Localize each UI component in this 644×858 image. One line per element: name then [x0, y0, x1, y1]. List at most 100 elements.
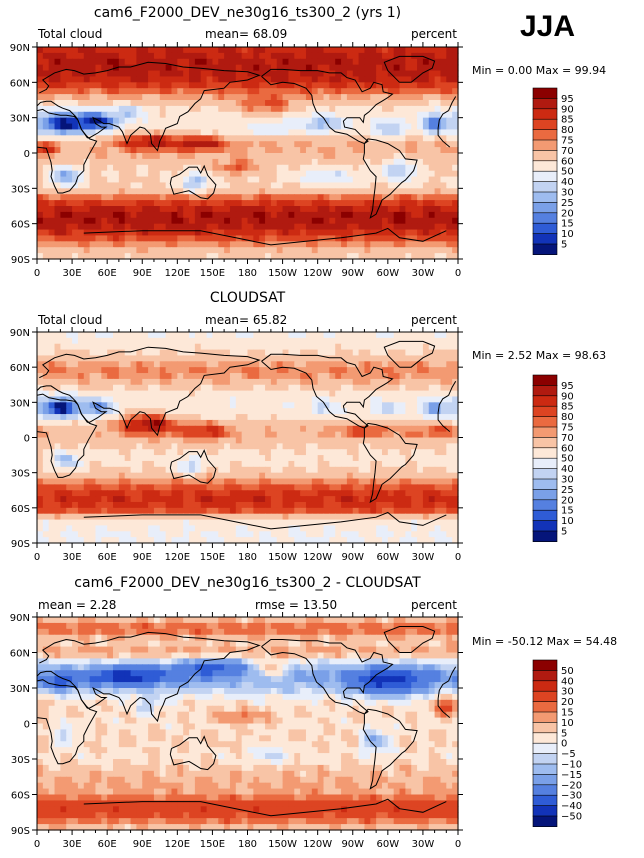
heatmap-cell	[37, 419, 44, 427]
heatmap-cell	[60, 343, 67, 351]
heatmap-cell	[288, 64, 295, 72]
heatmap-cell	[224, 437, 231, 444]
heatmap-cell	[393, 472, 401, 480]
heatmap-cell	[434, 472, 442, 480]
heatmap-cell	[189, 182, 196, 189]
heatmap-cell	[159, 47, 167, 54]
heatmap-cell	[218, 70, 225, 78]
heatmap-cell	[329, 501, 336, 509]
heatmap-cell	[364, 70, 371, 78]
heatmap-cell	[37, 182, 44, 189]
heatmap-cell	[428, 355, 436, 362]
heatmap-cell	[48, 129, 56, 136]
heatmap-cell	[42, 443, 50, 450]
heatmap-cell	[229, 384, 237, 392]
heatmap-cell	[235, 76, 243, 83]
heatmap-cell	[393, 378, 401, 386]
heatmap-cell	[446, 217, 453, 225]
heatmap-cell	[346, 437, 354, 444]
heatmap-cell	[358, 153, 366, 160]
heatmap-cell	[417, 402, 424, 409]
heatmap-cell	[452, 153, 459, 160]
heatmap-cell	[381, 88, 389, 95]
heatmap-cell	[270, 349, 278, 357]
heatmap-cell	[241, 349, 249, 357]
heatmap-cell	[60, 390, 67, 398]
heatmap-cell	[113, 70, 120, 78]
heatmap-cell	[352, 217, 360, 225]
heatmap-cell	[282, 337, 290, 345]
heatmap-cell	[428, 164, 436, 172]
heatmap-cell	[364, 164, 371, 172]
heatmap-cell	[95, 94, 102, 101]
heatmap-cell	[335, 507, 342, 515]
heatmap-cell	[101, 117, 108, 125]
heatmap-cell	[183, 408, 190, 415]
heatmap-cell	[276, 460, 284, 468]
colorbar-label: 80	[561, 125, 574, 136]
heatmap-cell	[358, 211, 366, 219]
heatmap-cell	[428, 490, 436, 497]
heatmap-cell	[253, 431, 260, 439]
heatmap-cell	[83, 147, 91, 154]
heatmap-cell	[399, 164, 406, 172]
heatmap-cell	[42, 76, 50, 83]
heatmap-cell	[124, 58, 132, 66]
heatmap-cell	[399, 355, 406, 362]
heatmap-cell	[399, 47, 406, 54]
heatmap-cell	[72, 94, 79, 101]
heatmap-cell	[259, 501, 266, 509]
heatmap-cell	[224, 373, 231, 380]
heatmap-cell	[54, 373, 61, 380]
heatmap-cell	[241, 373, 249, 380]
heatmap-cell	[282, 229, 290, 237]
heatmap-cell	[124, 76, 132, 83]
heatmap-cell	[113, 478, 120, 485]
heatmap-cell	[95, 337, 102, 345]
heatmap-cell	[136, 449, 143, 456]
heatmap-cell	[206, 367, 214, 374]
heatmap-cell	[335, 70, 342, 78]
heatmap-cell	[212, 76, 219, 83]
heatmap-cell	[452, 349, 459, 357]
heatmap-cell	[440, 478, 447, 485]
heatmap-cell	[341, 223, 348, 231]
heatmap-cell	[265, 188, 272, 195]
heatmap-cell	[335, 76, 342, 83]
heatmap-cell	[148, 247, 155, 254]
heatmap-cell	[37, 88, 44, 95]
heatmap-cell	[212, 253, 219, 260]
heatmap-cell	[159, 343, 167, 351]
heatmap-cell	[42, 211, 50, 219]
heatmap-cell	[183, 64, 190, 72]
heatmap-cell	[177, 235, 184, 242]
heatmap-cell	[148, 501, 155, 509]
heatmap-cell	[54, 478, 61, 485]
heatmap-cell	[253, 396, 260, 403]
heatmap-cell	[159, 135, 167, 142]
heatmap-cell	[54, 241, 61, 248]
heatmap-cell	[364, 153, 371, 160]
heatmap-cell	[405, 82, 412, 89]
heatmap-cell	[54, 223, 61, 231]
heatmap-cell	[37, 332, 44, 339]
heatmap-cell	[37, 229, 44, 237]
heatmap-cell	[194, 129, 202, 136]
heatmap-cell	[276, 343, 284, 351]
heatmap-cell	[118, 147, 126, 154]
heatmap-cell	[346, 455, 354, 462]
heatmap-cell	[259, 355, 266, 362]
heatmap-cell	[153, 343, 161, 351]
heatmap-cell	[66, 513, 73, 521]
heatmap-cell	[95, 76, 102, 83]
heatmap-cell	[148, 147, 155, 154]
heatmap-cell	[376, 396, 383, 403]
heatmap-cell	[83, 100, 91, 107]
heatmap-cell	[200, 355, 208, 362]
heatmap-cell	[189, 194, 196, 201]
heatmap-cell	[142, 496, 149, 503]
heatmap-cell	[171, 94, 178, 101]
heatmap-cell	[288, 373, 295, 380]
heatmap-cell	[341, 194, 348, 201]
heatmap-cell	[218, 501, 225, 509]
